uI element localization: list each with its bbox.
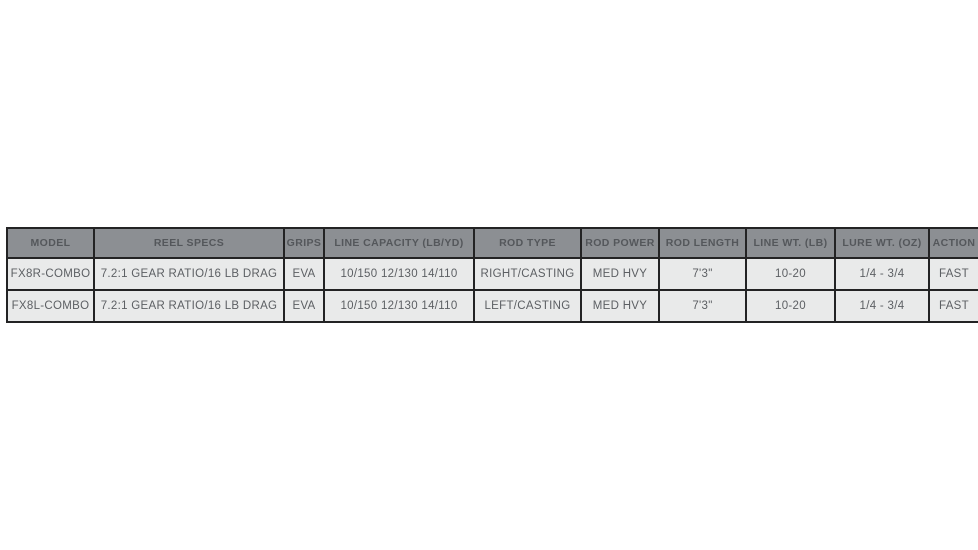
col-header-model: MODEL [6, 227, 95, 259]
col-header-action: ACTION [928, 227, 978, 259]
cell-action: FAST [928, 289, 978, 323]
cell-rod-length: 7'3" [658, 289, 747, 323]
cell-rod-power: MED HVY [580, 289, 660, 323]
header-row: MODEL REEL SPECS GRIPS LINE CAPACITY (LB… [6, 227, 978, 259]
col-header-grips: GRIPS [283, 227, 325, 259]
cell-line-wt: 10-20 [745, 257, 836, 291]
cell-reel-specs: 7.2:1 GEAR RATIO/16 LB DRAG [93, 257, 285, 291]
cell-model: FX8L-COMBO [6, 289, 95, 323]
col-header-line-wt: LINE WT. (LB) [745, 227, 836, 259]
cell-line-capacity: 10/150 12/130 14/110 [323, 257, 475, 291]
cell-line-wt: 10-20 [745, 289, 836, 323]
col-header-rod-type: ROD TYPE [473, 227, 582, 259]
table-row-fx8l: FX8L-COMBO 7.2:1 GEAR RATIO/16 LB DRAG E… [6, 289, 978, 323]
col-header-lure-wt: LURE WT. (OZ) [834, 227, 930, 259]
cell-action: FAST [928, 257, 978, 291]
cell-lure-wt: 1/4 - 3/4 [834, 257, 930, 291]
cell-rod-type: LEFT/CASTING [473, 289, 582, 323]
cell-rod-length: 7'3" [658, 257, 747, 291]
cell-model: FX8R-COMBO [6, 257, 95, 291]
col-header-reel-specs: REEL SPECS [93, 227, 285, 259]
col-header-rod-length: ROD LENGTH [658, 227, 747, 259]
cell-grips: EVA [283, 257, 325, 291]
cell-line-capacity: 10/150 12/130 14/110 [323, 289, 475, 323]
col-header-rod-power: ROD POWER [580, 227, 660, 259]
col-header-line-capacity: LINE CAPACITY (LB/YD) [323, 227, 475, 259]
cell-grips: EVA [283, 289, 325, 323]
cell-rod-power: MED HVY [580, 257, 660, 291]
cell-lure-wt: 1/4 - 3/4 [834, 289, 930, 323]
spec-table: MODEL REEL SPECS GRIPS LINE CAPACITY (LB… [6, 227, 978, 323]
cell-reel-specs: 7.2:1 GEAR RATIO/16 LB DRAG [93, 289, 285, 323]
cell-rod-type: RIGHT/CASTING [473, 257, 582, 291]
table-row-fx8r: FX8R-COMBO 7.2:1 GEAR RATIO/16 LB DRAG E… [6, 257, 978, 291]
spec-table-container: MODEL REEL SPECS GRIPS LINE CAPACITY (LB… [6, 227, 978, 323]
